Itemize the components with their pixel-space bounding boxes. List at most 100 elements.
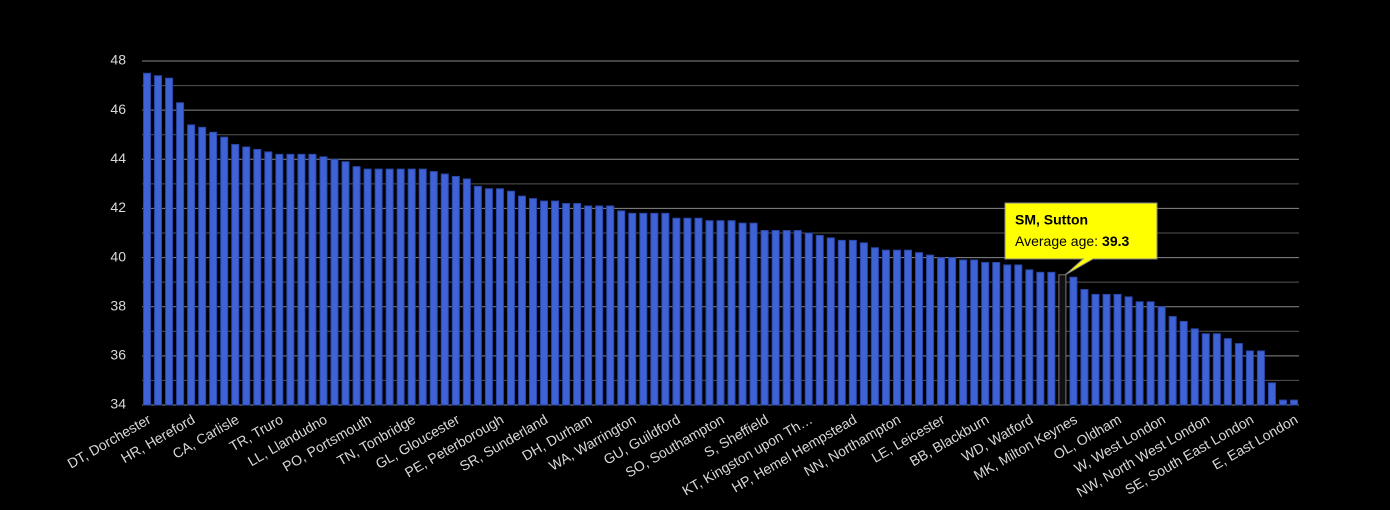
bar	[804, 232, 813, 406]
bar	[1135, 301, 1144, 406]
bar	[1201, 333, 1210, 406]
bar	[573, 203, 582, 406]
bar	[760, 230, 769, 406]
bar	[385, 168, 394, 406]
bar	[870, 247, 879, 406]
bar	[396, 168, 405, 406]
tooltip-text: Average age: 39.3	[1015, 233, 1129, 249]
bar	[220, 136, 229, 406]
bar	[297, 153, 306, 406]
bar	[473, 185, 482, 406]
bar	[1036, 271, 1045, 406]
y-tick-label: 38	[110, 297, 126, 313]
bar	[848, 239, 857, 406]
y-tick-label: 46	[110, 101, 126, 117]
bar	[716, 220, 725, 406]
bar	[926, 254, 935, 406]
bar	[1146, 301, 1155, 406]
bar	[1245, 350, 1254, 406]
bar	[948, 257, 957, 406]
y-tick-label: 36	[110, 347, 126, 363]
bar	[959, 259, 968, 406]
bar	[495, 188, 504, 406]
bar	[529, 198, 538, 406]
bar	[1179, 320, 1188, 406]
bar	[981, 261, 990, 406]
bar	[484, 188, 493, 406]
bar	[1168, 316, 1177, 406]
bar	[837, 239, 846, 406]
bar	[793, 230, 802, 406]
bar	[749, 222, 758, 406]
bar	[672, 217, 681, 406]
tooltip-label: Average age:	[1015, 233, 1098, 249]
bar	[1256, 350, 1265, 406]
bar	[264, 151, 273, 406]
bar	[815, 234, 824, 406]
bar	[937, 257, 946, 406]
bar	[407, 168, 416, 406]
bar	[540, 200, 549, 406]
bar	[1091, 293, 1100, 406]
bar	[1278, 399, 1287, 406]
bar	[319, 156, 328, 406]
bar	[628, 212, 637, 406]
bar	[694, 217, 703, 406]
bar	[771, 230, 780, 406]
bar	[738, 222, 747, 406]
bar	[1290, 399, 1298, 406]
bar	[165, 77, 174, 406]
bar	[198, 126, 207, 406]
bar	[374, 168, 383, 406]
bar	[451, 175, 460, 406]
bar	[1014, 264, 1023, 406]
tooltip-box	[1004, 202, 1158, 276]
bar	[1113, 293, 1122, 406]
y-tick-label: 34	[110, 396, 126, 412]
bar	[242, 146, 251, 406]
bar	[782, 230, 791, 406]
bar	[826, 237, 835, 406]
bar	[859, 242, 868, 406]
bar	[562, 203, 571, 406]
bar	[1102, 293, 1111, 406]
bar	[308, 153, 317, 406]
bar	[352, 166, 361, 406]
bar	[892, 249, 901, 406]
bar	[143, 72, 151, 406]
tooltip: SM, Sutton Average age: 39.3	[1004, 202, 1158, 276]
bar	[462, 178, 471, 406]
bar	[683, 217, 692, 406]
bar	[1058, 274, 1067, 406]
bar	[1157, 306, 1166, 406]
bar	[970, 259, 979, 406]
bar	[705, 220, 714, 406]
tooltip-title: SM, Sutton	[1015, 212, 1088, 228]
bar	[176, 102, 185, 406]
bar	[418, 168, 427, 406]
bar	[1025, 269, 1034, 406]
bar	[506, 190, 515, 406]
y-tick-label: 44	[110, 150, 126, 166]
bar	[1234, 343, 1243, 406]
bar	[551, 200, 560, 406]
bar	[363, 168, 372, 406]
bar	[1069, 276, 1078, 406]
bar	[1003, 264, 1012, 406]
bar	[1223, 338, 1232, 406]
bar	[617, 210, 626, 406]
bar	[187, 124, 196, 406]
bar	[606, 205, 615, 406]
bar	[903, 249, 912, 406]
bar	[1212, 333, 1221, 406]
bar	[429, 171, 438, 406]
bar	[275, 153, 284, 406]
bar	[330, 158, 339, 406]
bar	[154, 75, 163, 406]
bar	[639, 212, 648, 406]
bar	[992, 261, 1001, 406]
bar	[517, 195, 526, 406]
bar	[286, 153, 295, 406]
bar	[1047, 271, 1056, 406]
